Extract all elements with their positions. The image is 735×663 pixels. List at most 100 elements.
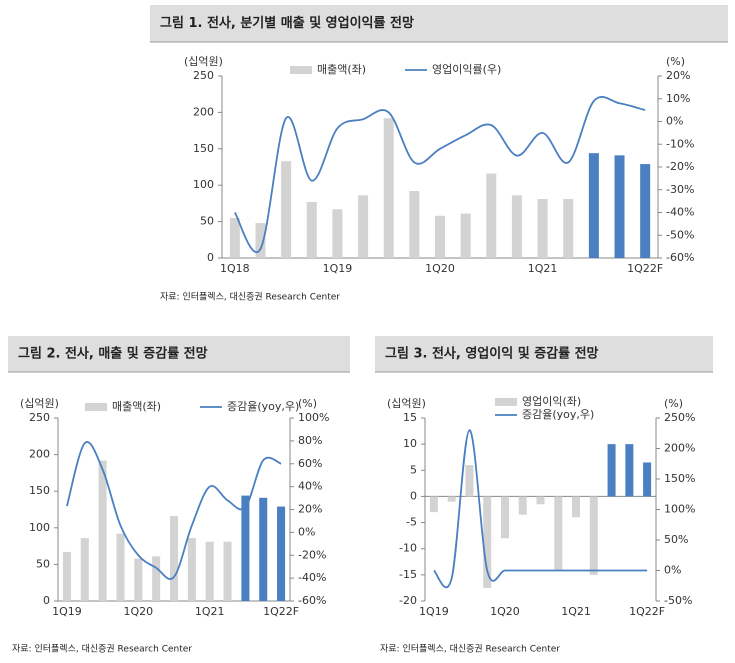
source: 자료: 인터플렉스, 대신증권 Research Center (160, 291, 340, 303)
x-tick-label: 1Q21 (528, 262, 558, 275)
y2-tick-label: -50% (666, 228, 694, 241)
legend-label: 매출액(좌) (317, 63, 366, 76)
y2-tick-label: -20% (298, 548, 326, 561)
x-tick-label: 1Q21 (561, 605, 591, 618)
bar (277, 506, 286, 601)
bar (152, 556, 161, 601)
bar (483, 496, 492, 588)
y2-tick-label: 100% (298, 411, 329, 424)
bar (588, 153, 599, 258)
bar (465, 465, 474, 497)
y-tick-label: -15 (399, 568, 417, 581)
bar (500, 496, 509, 539)
bar (306, 201, 317, 258)
header-band (150, 5, 728, 42)
line (433, 429, 648, 589)
legend-label: 매출액(좌) (112, 400, 161, 413)
bar (511, 195, 522, 258)
y2-tick-label: 200% (664, 442, 695, 455)
y-tick-label: 200 (29, 448, 50, 461)
chart-title: 그림 2. 전사, 매출 및 증감률 전망 (18, 346, 208, 362)
bar (486, 173, 497, 258)
y2-tick-label: 20% (298, 503, 322, 516)
y-tick-label: 250 (29, 411, 50, 424)
y2-tick-label: -10% (666, 137, 694, 150)
bar (358, 195, 369, 258)
bar (187, 538, 196, 601)
y2-tick-label: 80% (298, 434, 322, 447)
bar (607, 444, 616, 497)
bar (640, 164, 651, 258)
x-tick-label: 1Q22F (263, 605, 299, 618)
y-tick-label: 250 (193, 69, 214, 82)
y2-tick-label: -50% (664, 594, 692, 607)
y2-tick-label: 10% (666, 92, 690, 105)
y2-tick-label: -40% (298, 571, 326, 584)
bar (536, 496, 545, 505)
y2-tick-label: 100% (664, 503, 695, 516)
y2-tick-label: 50% (664, 533, 688, 546)
bar (223, 541, 232, 601)
y2-tick-label: 0% (298, 525, 315, 538)
y-axis-label: (십억원) (387, 397, 426, 410)
y-tick-label: -20 (399, 594, 417, 607)
y-tick-label: 100 (29, 521, 50, 534)
x-tick-label: 1Q22F (627, 262, 663, 275)
bar (643, 462, 652, 497)
source: 자료: 인터플렉스, 대신증권 Research Center (12, 643, 192, 655)
bar (518, 496, 527, 515)
bar (447, 496, 456, 502)
x-tick-label: 1Q20 (490, 605, 520, 618)
bar (80, 538, 89, 601)
y-tick-label: 50 (200, 215, 214, 228)
y2-tick-label: 250% (664, 411, 695, 424)
bar (563, 199, 574, 258)
y2-axis-label: (%) (666, 55, 685, 68)
bar (572, 496, 581, 518)
y2-tick-label: -60% (298, 594, 326, 607)
bar (429, 496, 438, 513)
bar (537, 199, 548, 258)
chart-title: 그림 3. 전사, 영업이익 및 증감률 전망 (385, 346, 599, 362)
y-tick-label: 200 (193, 105, 214, 118)
bar (332, 209, 343, 258)
bar (255, 223, 266, 258)
bar (205, 541, 214, 601)
y2-tick-label: 60% (298, 457, 322, 470)
bar (435, 215, 445, 258)
legend-label: 증감율(yoy,우) (227, 400, 299, 413)
bar (229, 217, 240, 258)
bar (134, 558, 143, 601)
y-tick-label: 0 (43, 594, 50, 607)
y-axis-label: (십억원) (184, 55, 223, 68)
bar (241, 495, 250, 601)
bar (383, 118, 394, 258)
x-tick-label: 1Q21 (195, 605, 225, 618)
y-tick-label: -5 (406, 516, 417, 529)
y2-tick-label: -60% (666, 251, 694, 264)
legend-swatch (85, 403, 107, 411)
y2-axis-label: (%) (664, 397, 683, 410)
y2-tick-label: 0% (664, 564, 681, 577)
bar (589, 496, 598, 575)
x-tick-label: 1Q22F (629, 605, 665, 618)
bar (614, 155, 625, 258)
y-axis-label: (십억원) (20, 397, 59, 410)
legend-label: 영업이익(좌) (522, 395, 581, 408)
bar (259, 497, 268, 601)
y2-axis-label: (%) (298, 397, 317, 410)
line (234, 96, 646, 253)
bar (169, 516, 179, 601)
y-tick-label: 0 (410, 489, 417, 502)
x-tick-label: 1Q20 (123, 605, 153, 618)
bar (281, 161, 292, 258)
line (66, 441, 282, 580)
chart-title: 그림 1. 전사, 분기별 매출 및 영업이익률 전망 (160, 15, 414, 31)
y2-tick-label: -20% (666, 160, 694, 173)
legend-label: 증감율(yoy,우) (522, 408, 594, 421)
y-tick-label: 0 (207, 251, 214, 264)
y-tick-label: 10 (403, 437, 417, 450)
header-band (8, 336, 350, 372)
y-tick-label: -10 (399, 542, 417, 555)
